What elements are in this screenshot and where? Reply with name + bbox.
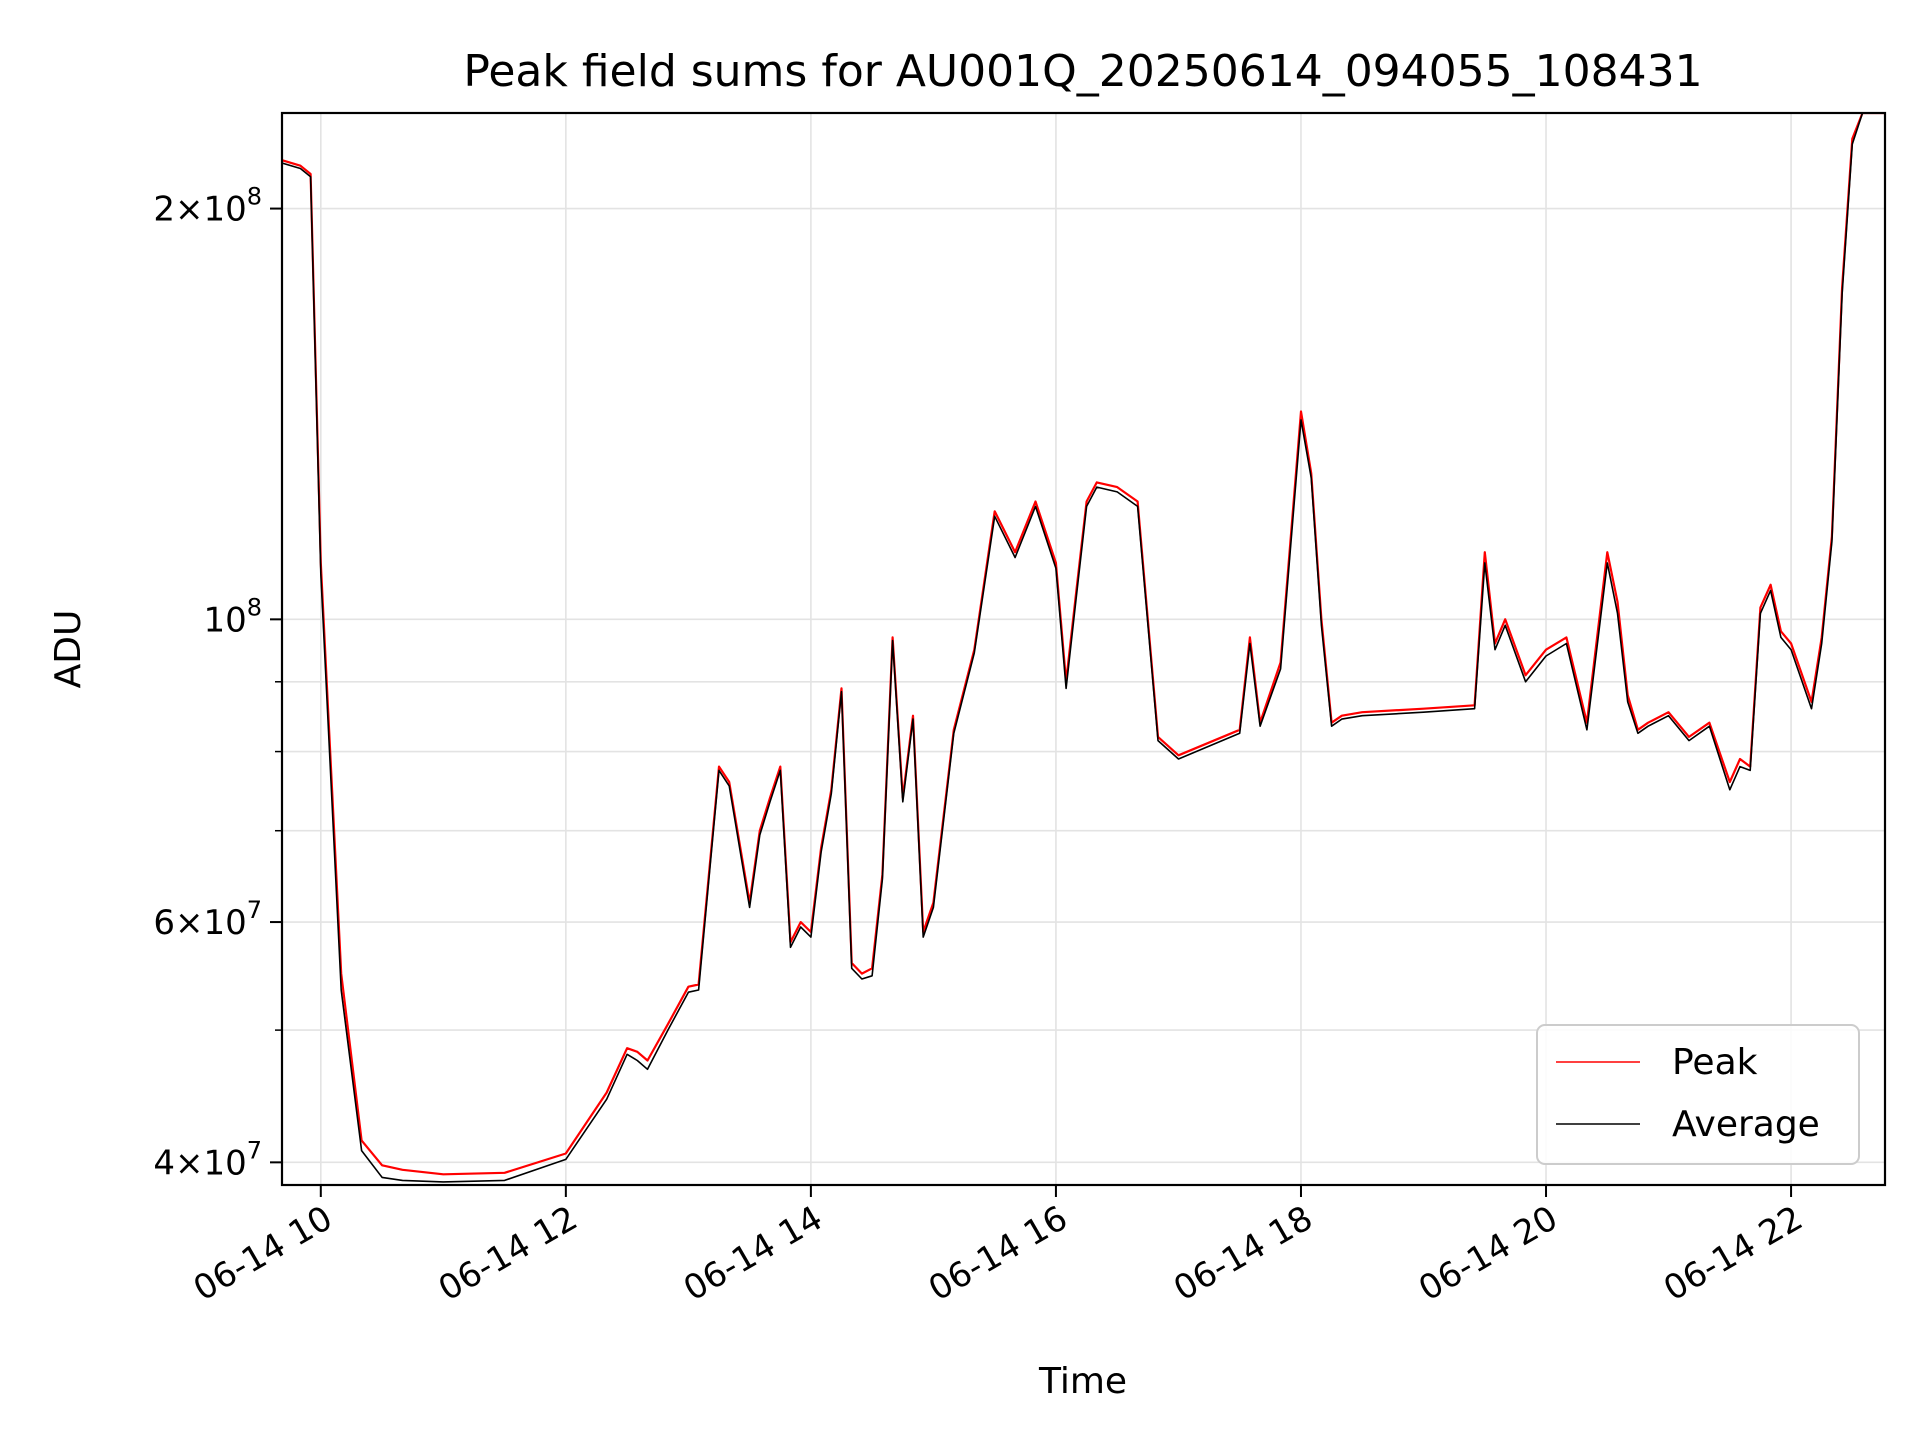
plot-frame	[280, 111, 1887, 1187]
y-axis-label: ADU	[48, 610, 89, 689]
legend-box	[1536, 1024, 1860, 1165]
y-axis: 4×107 6×107 108 2×108	[153, 183, 282, 1183]
chart-title: Peak field sums for AU001Q_20250614_0940…	[463, 46, 1702, 97]
y-tick-label: 4×107	[153, 1136, 262, 1183]
legend: Peak Average	[1536, 1024, 1860, 1165]
series-layer	[282, 113, 1885, 1183]
y-tick-label: 6×107	[153, 896, 262, 943]
y-tick-label: 2×108	[153, 183, 262, 230]
series-line-peak	[282, 113, 1885, 1176]
x-axis-label: Time	[1038, 1361, 1127, 1402]
legend-label-peak: Peak	[1672, 1042, 1758, 1083]
y-tick-label: 108	[203, 593, 262, 640]
grid	[282, 113, 1885, 1185]
series-line-average	[282, 113, 1885, 1183]
legend-label-average: Average	[1672, 1104, 1820, 1145]
